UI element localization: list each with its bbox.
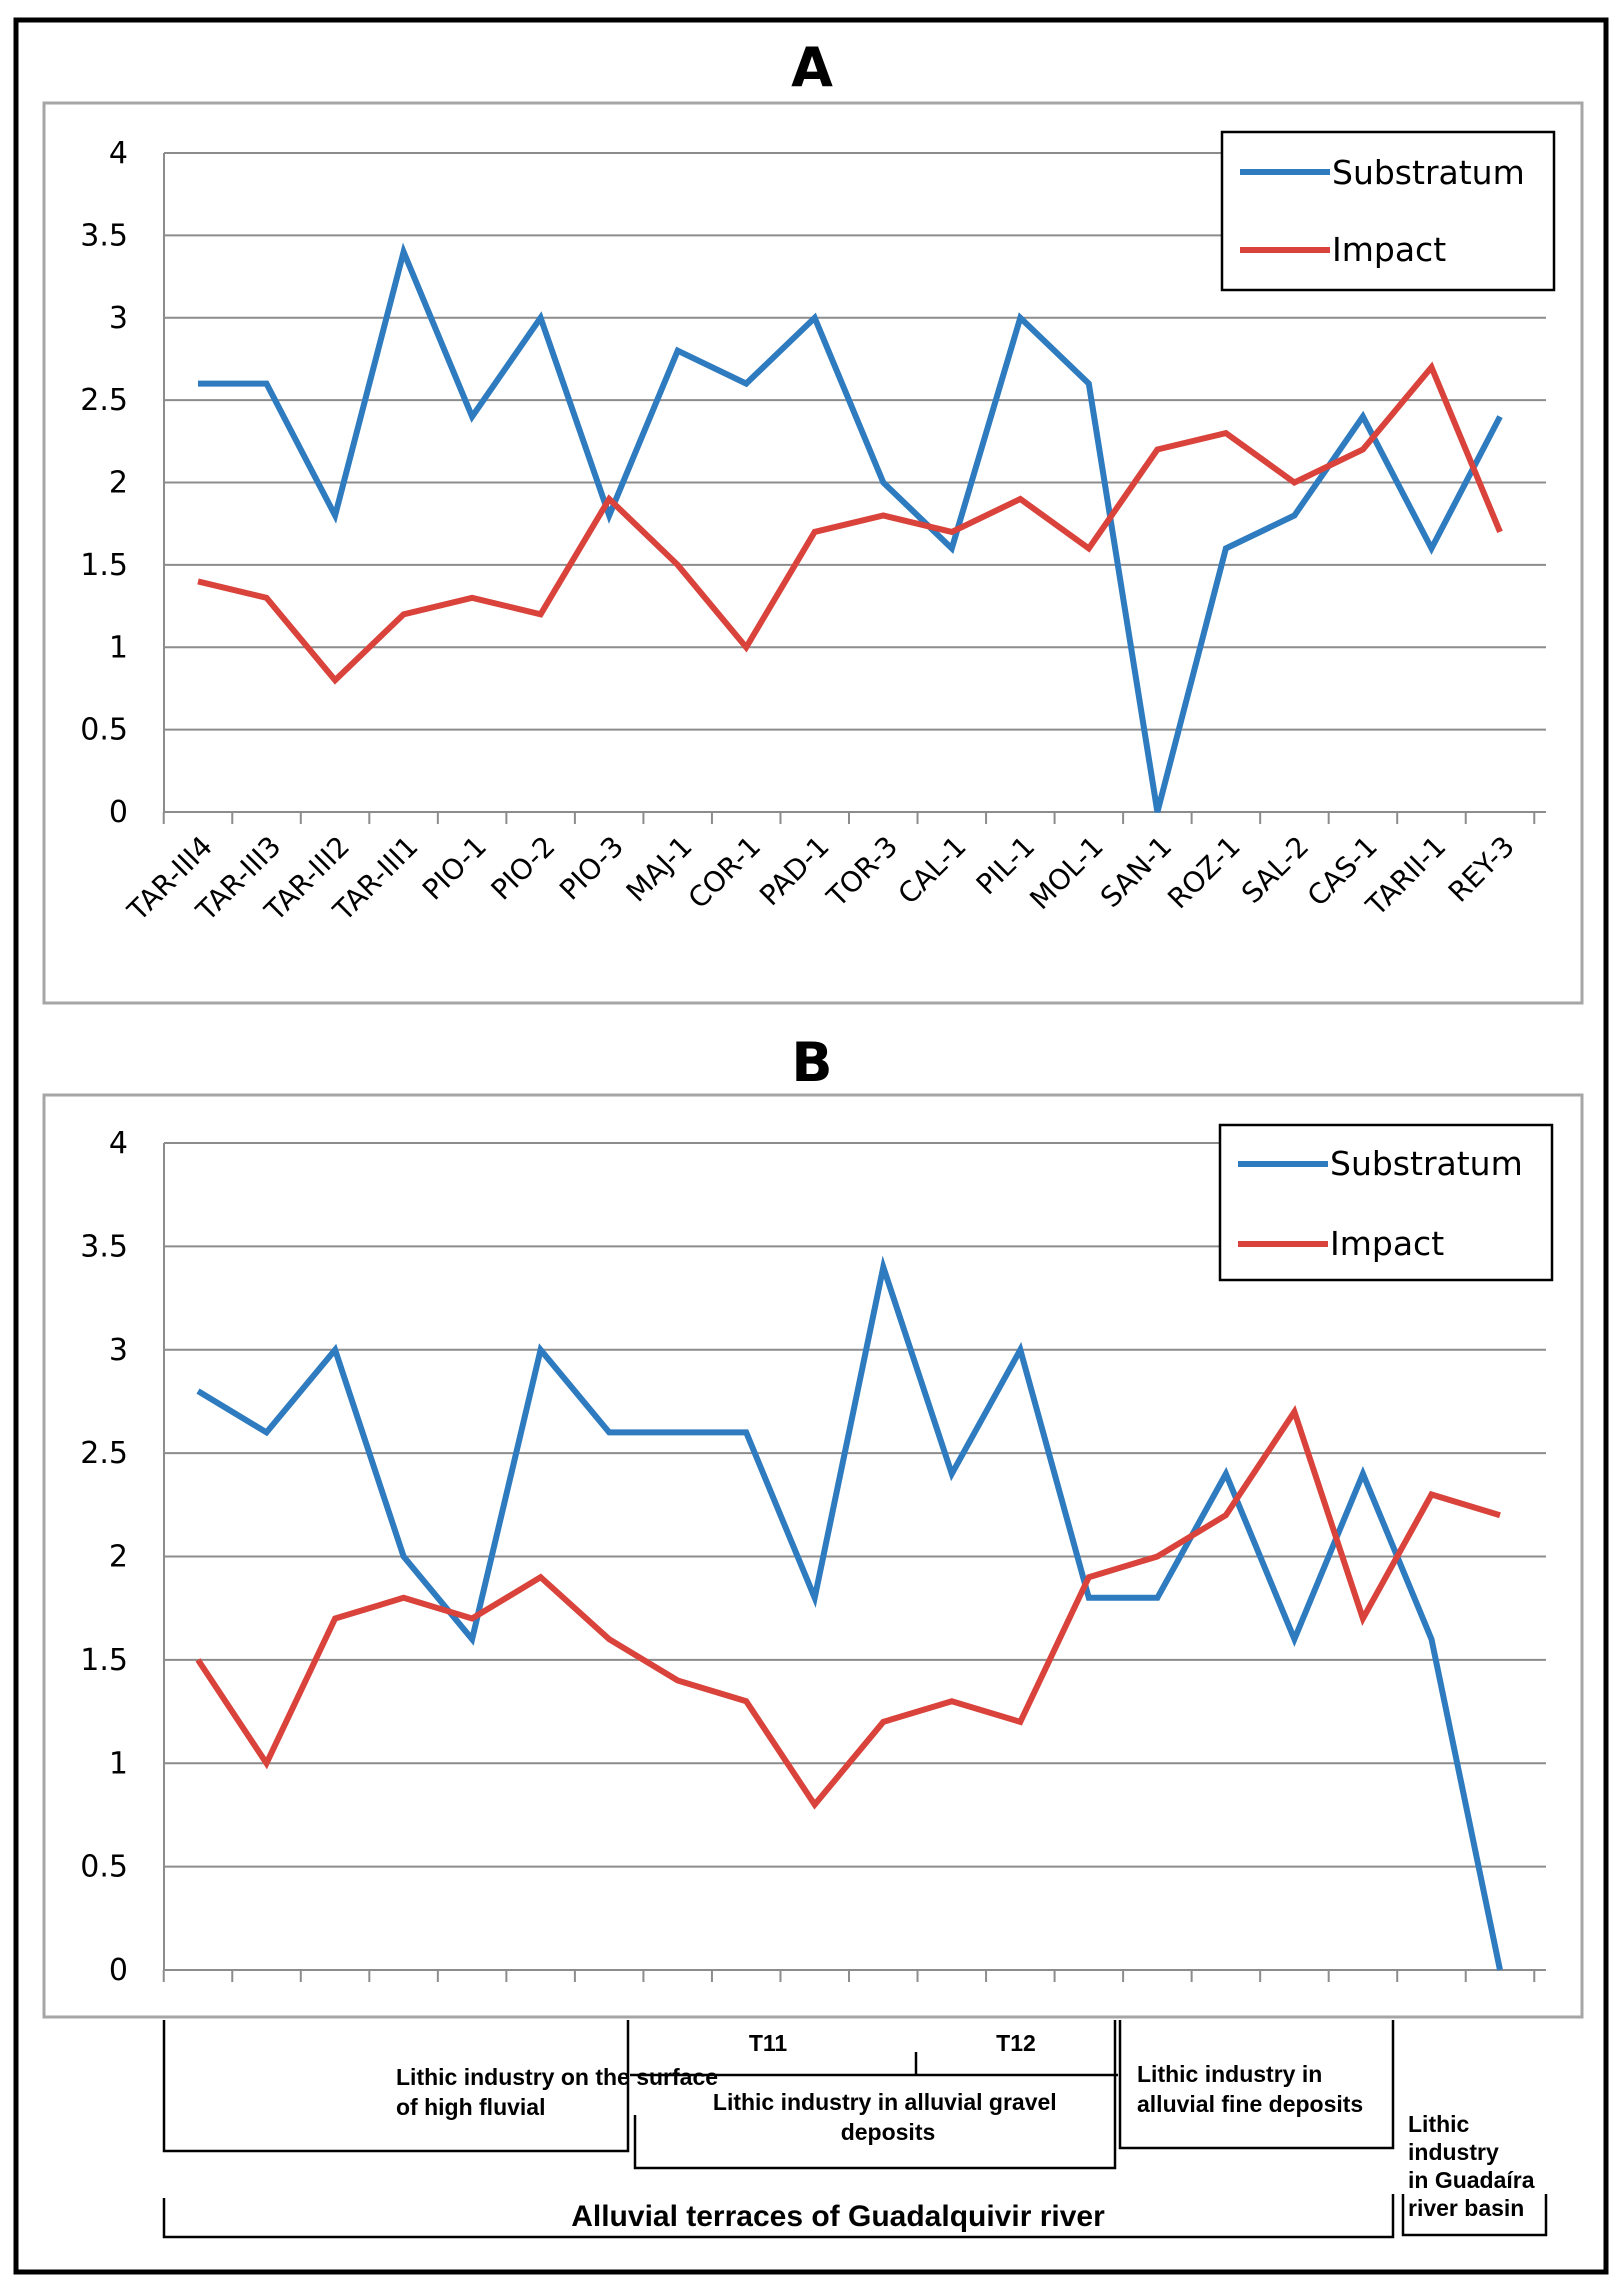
y-tick-label: 1 bbox=[109, 1746, 128, 1781]
series-line-impact bbox=[195, 1404, 1501, 1810]
panel-a-legend-substratum-label: Substratum bbox=[1332, 153, 1525, 192]
y-tick-label: 2.5 bbox=[80, 1436, 128, 1471]
panel-b-legend-substratum-label: Substratum bbox=[1330, 1144, 1523, 1183]
y-tick-label: 3.5 bbox=[80, 218, 128, 253]
group-gravel-label: Lithic industry in alluvial gravel depos… bbox=[713, 2089, 1063, 2145]
group-fine-label: Lithic industry in alluvial fine deposit… bbox=[1137, 2061, 1363, 2117]
y-tick-label: 3.5 bbox=[80, 1229, 128, 1264]
panel-a-legend: Substratum Impact bbox=[1220, 130, 1556, 292]
y-tick-label: 3 bbox=[109, 301, 128, 336]
series-line-substratum bbox=[198, 242, 1503, 813]
panel-b-chart-border bbox=[42, 1093, 1584, 2019]
group-guadaira-label: Lithic industry in Guadaíra river basin bbox=[1408, 2111, 1541, 2221]
series-line-substratum bbox=[196, 1255, 1503, 1971]
panel-b-legend: Substratum Impact bbox=[1218, 1123, 1554, 1282]
panel-b: B 0 0.5 1 1.5 2 2.5 3 3.5 4 Substratum Impact bbox=[42, 1031, 1584, 2239]
y-tick-label: 1 bbox=[109, 630, 128, 665]
bracket-fine bbox=[1118, 2020, 1395, 2150]
panel-b-legend-box bbox=[1218, 1123, 1554, 1282]
series-line-impact bbox=[197, 361, 1503, 685]
y-tick-label: 3 bbox=[109, 1333, 128, 1368]
bracket-gravel bbox=[633, 2020, 1117, 2170]
y-tick-label: 1.5 bbox=[80, 548, 128, 583]
panel-b-legend-impact-label: Impact bbox=[1330, 1224, 1444, 1263]
y-tick-label: 0.5 bbox=[80, 713, 128, 748]
y-tick-label: 4 bbox=[109, 1126, 128, 1161]
panel-b-y-axis: 0 0.5 1 1.5 2 2.5 3 3.5 4 bbox=[80, 1126, 128, 1988]
panel-a-y-axis: 0 0.5 1 1.5 2 2.5 3 3.5 4 bbox=[80, 136, 128, 830]
y-tick-label: 4 bbox=[109, 136, 128, 171]
y-tick-label: 0.5 bbox=[80, 1850, 128, 1885]
bracket-high-terraces bbox=[162, 2020, 630, 2153]
y-tick-label: 0 bbox=[109, 795, 128, 830]
panel-a-series bbox=[197, 242, 1503, 813]
y-tick-label: 2 bbox=[109, 466, 128, 501]
panel-b-series bbox=[195, 1255, 1503, 1971]
y-tick-label: 0 bbox=[109, 1953, 128, 1988]
panel-b-x-axis bbox=[162, 1970, 1536, 1982]
bracket-guadaira bbox=[1401, 2194, 1548, 2237]
panel-a-legend-box bbox=[1220, 130, 1556, 292]
group-t11-label: T11 bbox=[749, 2030, 788, 2056]
panel-a-letter: A bbox=[791, 36, 833, 99]
bracket-guadalquivir bbox=[162, 2194, 1395, 2239]
group-guadalquivir-label: Alluvial terraces of Guadalquivir river bbox=[571, 2200, 1105, 2233]
group-high-terraces-label: Lithic industry on the surface of high f… bbox=[396, 2064, 724, 2120]
panel-a-chart-border bbox=[42, 101, 1584, 1005]
panel-b-group-annotations bbox=[162, 2020, 1548, 2239]
y-tick-label: 2.5 bbox=[80, 383, 128, 418]
y-tick-label: 1.5 bbox=[80, 1643, 128, 1678]
panel-a-legend-impact-label: Impact bbox=[1332, 230, 1446, 269]
panel-b-letter: B bbox=[791, 1031, 832, 1094]
y-tick-label: 2 bbox=[109, 1540, 128, 1575]
group-t12-label: T12 bbox=[996, 2030, 1036, 2056]
